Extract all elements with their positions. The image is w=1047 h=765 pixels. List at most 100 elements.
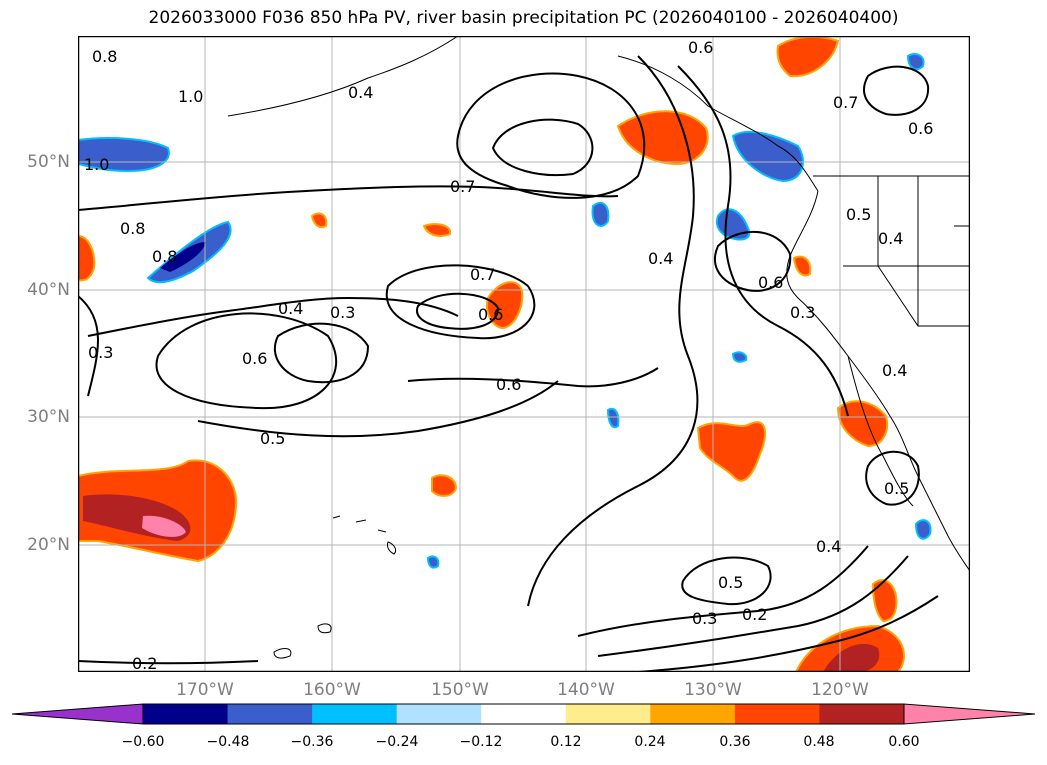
precip-neg-sm-4 [731, 351, 748, 363]
contour-label: 0.5 [846, 205, 871, 224]
contour-label: 0.4 [348, 83, 373, 102]
colorbar-segment [650, 704, 736, 724]
contour-label: 0.4 [816, 537, 841, 556]
contour-loop-east [713, 231, 792, 292]
colorbar-segment [396, 704, 482, 724]
precip-neg-west [78, 137, 170, 173]
colorbar-tick: 0.36 [719, 734, 751, 750]
lat-label-30n: 30°N [27, 407, 70, 427]
contour-label: 0.6 [688, 38, 713, 57]
contour-02-south [78, 660, 259, 665]
colorbar-segment [565, 704, 651, 724]
contour-03-west [78, 295, 99, 397]
colorbar-segment [312, 704, 398, 724]
map-title: 2026033000 F036 850 hPa PV, river basin … [148, 8, 899, 28]
precip-neg-sm-1 [906, 53, 925, 71]
contour-loop-north-inner [491, 118, 594, 177]
precip-shading [78, 36, 932, 672]
colorbar-extend-high [903, 703, 1036, 725]
colorbar [11, 703, 1036, 725]
precip-neg-sm-3 [606, 407, 620, 429]
contour-label: 0.4 [882, 361, 907, 380]
coastlines [227, 36, 970, 659]
lat-label-20n: 20°N [27, 535, 70, 555]
contour-label: 0.6 [242, 349, 267, 368]
contour-label: 0.5 [884, 479, 909, 498]
colorbar-frame [142, 703, 905, 725]
lon-label-140w: 140°W [557, 680, 615, 700]
contour-label: 0.8 [92, 47, 117, 66]
lat-label-40n: 40°N [27, 280, 70, 300]
contour-loop-ne [863, 65, 930, 116]
lat-label-50n: 50°N [27, 152, 70, 172]
na-west-coast [786, 190, 970, 572]
contour-label: 0.6 [478, 305, 503, 324]
lon-label-120w: 120°W [811, 680, 869, 700]
colorbar-segment [819, 704, 905, 724]
contour-loop-center-outer [385, 264, 536, 340]
colorbar-segment [481, 704, 567, 724]
contour-label: 0.4 [878, 229, 903, 248]
colorbar-tick: −0.48 [206, 734, 250, 750]
graticule [78, 36, 970, 672]
pv-precip-map: 0.8 1.0 0.4 0.6 0.7 0.6 1.0 0.8 0.8 0.7 … [78, 36, 970, 672]
colorbar-tick: −0.24 [375, 734, 419, 750]
baja-coast [847, 355, 914, 507]
contour-label: 0.3 [790, 303, 815, 322]
contour-label: 0.3 [692, 609, 717, 628]
contour-label: 0.4 [648, 249, 673, 268]
contour-loop-north-outer [456, 72, 646, 199]
contour-loop-baja [865, 450, 920, 506]
contour-label: 0.3 [330, 303, 355, 322]
contour-label: 0.8 [152, 247, 177, 266]
contour-label: 1.0 [178, 87, 203, 106]
precip-patch-mx [871, 579, 898, 623]
contour-label: 0.7 [833, 93, 858, 112]
precip-neg-sm-5 [426, 555, 440, 569]
contour-label: 0.7 [470, 265, 495, 284]
lon-label-170w: 170°W [176, 680, 234, 700]
contour-07-north [78, 185, 619, 211]
colorbar-segment [227, 704, 313, 724]
colorbar-tick: −0.36 [290, 734, 334, 750]
colorbar-tick: 0.48 [803, 734, 835, 750]
precip-neg-sm-2 [914, 519, 932, 540]
contour-label: 0.6 [496, 375, 521, 394]
precip-patch-east [696, 421, 767, 482]
precip-patch-sw-peak [142, 515, 186, 537]
colorbar-tick: 0.24 [634, 734, 666, 750]
precip-patch-baja [836, 400, 888, 448]
colorbar-segment [143, 704, 229, 724]
contour-02-se [637, 595, 939, 672]
contour-label: 0.5 [260, 429, 285, 448]
precip-neg-mid [591, 201, 610, 227]
hawaii-islands [332, 515, 397, 555]
contour-04-se [577, 545, 869, 637]
precip-patch-se-core [823, 643, 880, 672]
island-sm-2 [273, 648, 292, 659]
colorbar-tick: −0.60 [121, 734, 165, 750]
contour-labels: 0.8 1.0 0.4 0.6 0.7 0.6 1.0 0.8 0.8 0.7 … [84, 38, 933, 672]
map-frame [78, 36, 970, 672]
contour-label: 0.2 [132, 654, 157, 672]
contour-04-gulf [677, 65, 849, 417]
state-borders [843, 176, 970, 327]
contour-mid-meander [527, 55, 699, 607]
precip-patch-ne-corner [776, 36, 840, 78]
contour-loop-center-inner [416, 292, 500, 330]
island-sm-1 [317, 623, 332, 634]
contour-label: 0.6 [758, 273, 783, 292]
contour-label: 0.4 [278, 299, 303, 318]
colorbar-tick: 0.12 [550, 734, 582, 750]
precip-patch-gulf [616, 110, 709, 166]
precip-patch-small-2 [310, 212, 328, 229]
colorbar-extend-low [11, 703, 144, 725]
contour-05-south [197, 380, 559, 438]
precip-patch-small-3 [792, 255, 812, 277]
lon-label-150w: 150°W [431, 680, 489, 700]
contour-label: 0.5 [718, 573, 743, 592]
colorbar-tick: 0.60 [888, 734, 920, 750]
contour-loop-west-inner [273, 322, 370, 384]
precip-patch-hawaii [431, 474, 458, 497]
contour-label: 0.8 [120, 219, 145, 238]
